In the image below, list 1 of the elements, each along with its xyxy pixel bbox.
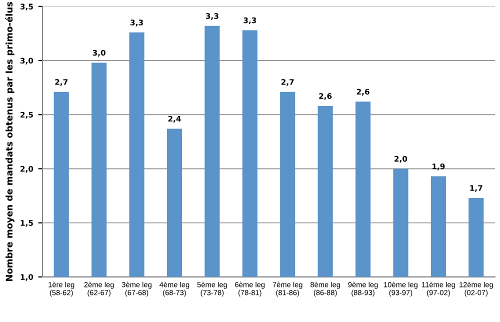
y-axis-title: Nombre moyen de mandats obtenus par les primo-élus — [5, 2, 14, 282]
